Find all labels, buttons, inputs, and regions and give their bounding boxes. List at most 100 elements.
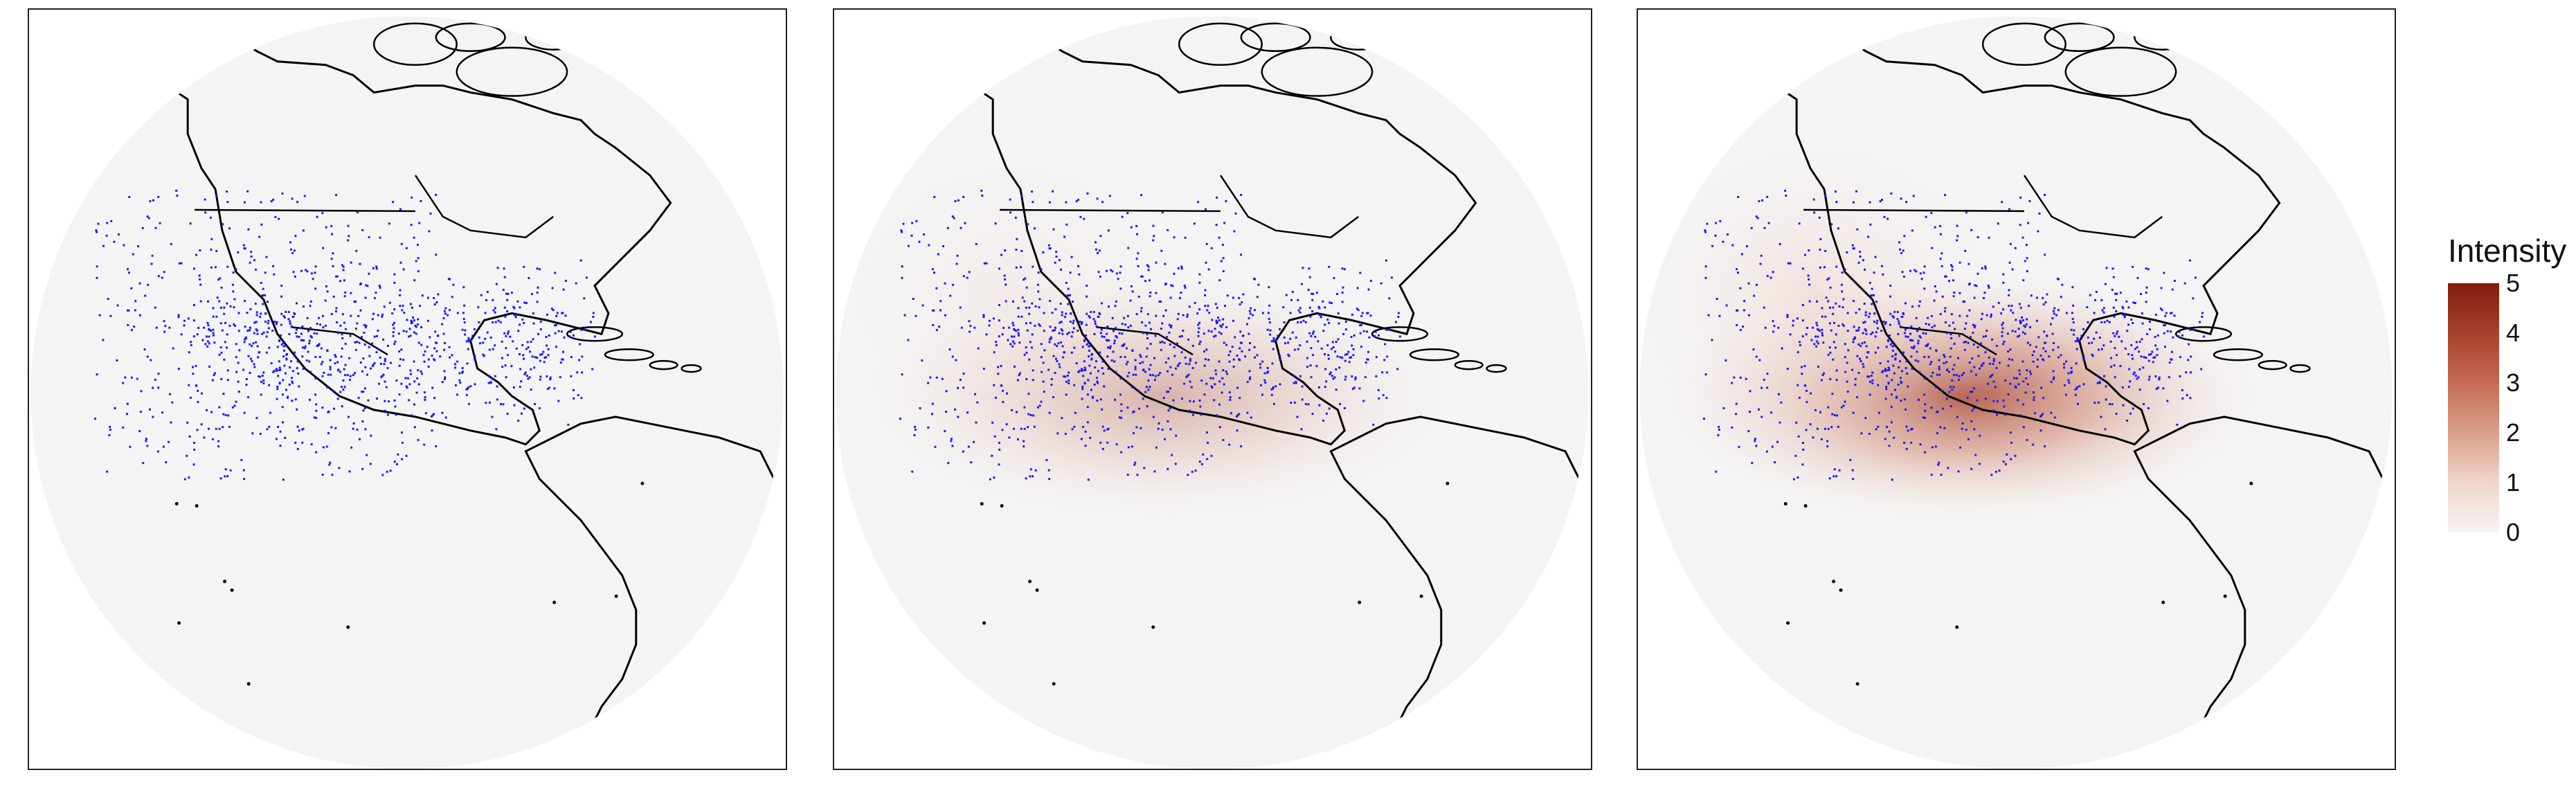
event-point xyxy=(320,347,323,350)
event-point xyxy=(949,294,952,297)
event-point xyxy=(1189,409,1191,412)
event-point xyxy=(1913,269,1916,271)
event-point xyxy=(2106,319,2109,322)
event-point xyxy=(976,401,979,404)
event-point xyxy=(1027,426,1029,429)
event-point xyxy=(1901,316,1904,319)
event-point xyxy=(259,375,262,378)
event-point xyxy=(2017,335,2019,338)
event-point xyxy=(2075,387,2078,390)
event-point xyxy=(2127,306,2130,309)
event-point xyxy=(528,376,531,379)
event-point xyxy=(1897,332,1900,335)
event-point xyxy=(249,329,251,332)
event-point xyxy=(1829,286,1832,289)
event-point xyxy=(296,425,299,428)
event-point xyxy=(1086,192,1089,195)
event-point xyxy=(247,355,250,357)
event-point xyxy=(1240,193,1243,196)
event-point xyxy=(1899,360,1902,363)
map-panel-3 xyxy=(1637,8,2396,770)
event-point xyxy=(1123,343,1126,346)
event-point xyxy=(1945,275,1947,278)
event-point xyxy=(998,441,1000,444)
event-point xyxy=(1069,271,1072,274)
event-point xyxy=(1177,364,1180,366)
event-point xyxy=(1951,269,1954,271)
island xyxy=(1409,348,1459,361)
event-point xyxy=(494,311,496,314)
event-point xyxy=(282,479,285,481)
event-point xyxy=(1798,222,1801,225)
event-point xyxy=(368,355,371,357)
small-island xyxy=(230,588,234,592)
island xyxy=(1371,326,1429,342)
event-point xyxy=(506,412,509,415)
event-point xyxy=(1944,275,1947,278)
event-point xyxy=(1944,307,1947,310)
event-point xyxy=(563,336,566,339)
event-point xyxy=(386,470,388,473)
event-point xyxy=(350,446,353,449)
event-point xyxy=(1297,348,1299,350)
event-point xyxy=(1189,380,1191,383)
event-point xyxy=(405,454,408,457)
event-point xyxy=(2040,386,2043,389)
event-point xyxy=(1970,467,1973,470)
event-point xyxy=(1910,428,1913,431)
event-point xyxy=(1304,321,1307,323)
event-point xyxy=(1191,413,1194,416)
event-point xyxy=(1099,235,1102,238)
event-point xyxy=(1170,324,1173,327)
event-point xyxy=(2091,341,2093,344)
event-point xyxy=(1133,431,1135,434)
event-point xyxy=(1140,355,1142,358)
event-point xyxy=(330,224,333,227)
event-point xyxy=(1354,376,1357,379)
event-point xyxy=(1961,427,1963,430)
event-point xyxy=(188,435,191,438)
event-point xyxy=(1040,343,1043,346)
event-point xyxy=(2115,298,2118,301)
event-point xyxy=(212,332,215,334)
event-point xyxy=(1982,361,1985,364)
event-point xyxy=(456,393,458,396)
event-point xyxy=(2022,279,2025,282)
event-point xyxy=(1351,344,1353,347)
event-point xyxy=(1008,436,1011,439)
event-point xyxy=(982,316,985,319)
event-point xyxy=(411,414,413,417)
event-point xyxy=(1925,215,1927,218)
event-point xyxy=(1119,287,1122,290)
event-point xyxy=(439,355,442,358)
event-point xyxy=(1320,347,1323,350)
globe-edge xyxy=(30,16,784,769)
event-point xyxy=(1966,314,1969,317)
event-point xyxy=(1963,372,1965,375)
event-point xyxy=(2177,334,2180,337)
event-point xyxy=(1010,335,1013,338)
event-point xyxy=(318,343,321,346)
event-point xyxy=(1740,253,1743,256)
event-point xyxy=(570,375,573,377)
event-point xyxy=(1910,355,1913,358)
event-point xyxy=(1319,316,1322,319)
event-point xyxy=(354,372,357,375)
event-point xyxy=(417,257,420,260)
event-point xyxy=(1373,334,1376,337)
event-point xyxy=(1050,377,1053,380)
event-point xyxy=(1311,412,1314,415)
event-point xyxy=(147,217,150,220)
event-point xyxy=(462,312,465,314)
event-point xyxy=(1962,301,1965,303)
event-point xyxy=(325,445,328,448)
globe-edge xyxy=(836,16,1589,769)
event-point xyxy=(444,376,447,379)
event-point xyxy=(2025,377,2028,379)
event-point xyxy=(1072,322,1074,325)
event-point xyxy=(2001,327,2004,330)
event-point xyxy=(546,344,548,347)
event-point xyxy=(507,292,510,295)
event-point xyxy=(1033,227,1036,230)
event-point xyxy=(1052,190,1054,193)
